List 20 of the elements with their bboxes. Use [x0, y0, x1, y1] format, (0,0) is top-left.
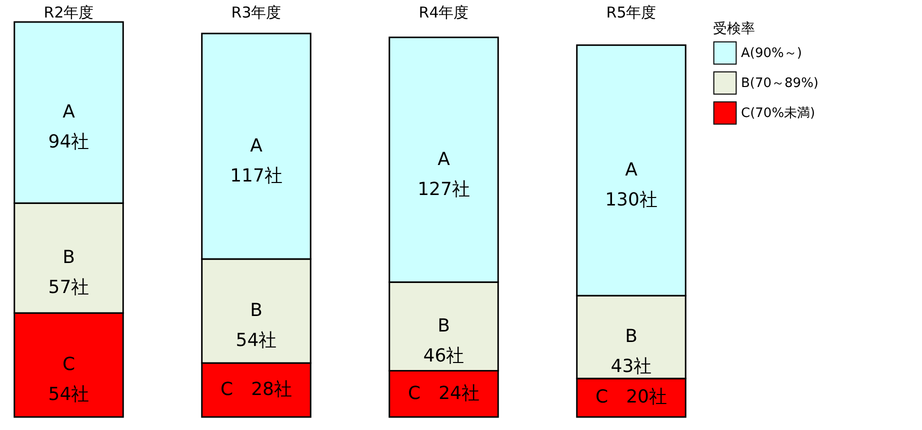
data-label: A 127社 [418, 148, 470, 200]
x-tick-label: R2年度 [44, 4, 94, 22]
legend-label: A(90%～) [741, 46, 802, 61]
legend-title: 受検率 [713, 21, 755, 37]
legend-label: B(70～89%) [741, 76, 818, 91]
data-label: C 54社 [48, 354, 90, 405]
data-label: A 117社 [230, 135, 282, 186]
x-tick-label: R5年度 [606, 4, 656, 22]
data-label: B 46社 [423, 315, 464, 366]
x-tick-label: R3年度 [231, 4, 282, 22]
data-label: A 130社 [605, 159, 658, 210]
x-tick-label: R4年度 [418, 4, 469, 22]
data-label: A 94社 [48, 102, 90, 153]
data-label: B 57社 [48, 247, 90, 298]
data-label: C 28社 [220, 379, 292, 400]
data-label: B 43社 [610, 326, 652, 378]
legend-label: C(70%未満) [741, 106, 816, 121]
data-label: B 54社 [236, 300, 277, 352]
data-label: C 24社 [408, 382, 480, 404]
data-label: C 20社 [596, 386, 667, 408]
